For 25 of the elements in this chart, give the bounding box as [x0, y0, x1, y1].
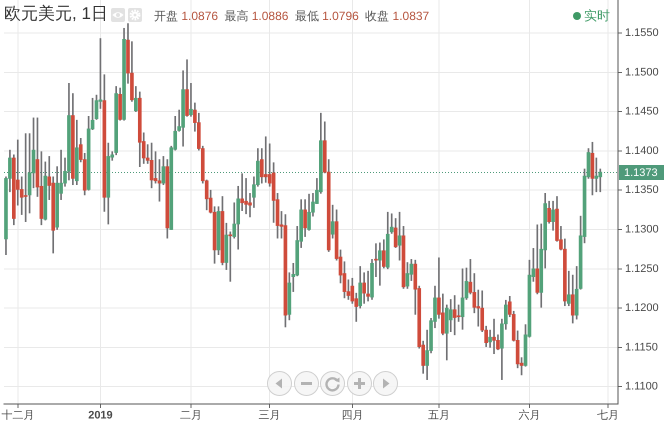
x-tick-label: 2019: [88, 410, 113, 422]
x-tick-label: 四月: [341, 410, 364, 422]
y-tick-label: 1.1100: [625, 380, 658, 393]
candlestick: [492, 318, 496, 354]
y-tick-label: 1.1150: [625, 341, 658, 354]
candlestick: [366, 270, 370, 302]
x-tick-label: 六月: [518, 408, 540, 422]
y-tick-label: 1.1200: [625, 302, 659, 314]
annotation: 实时: [584, 8, 610, 24]
ref-line-label: 1.1373: [624, 167, 658, 180]
y-tick-label: 1.1250: [625, 262, 659, 275]
y-tick-label: 1.1350: [625, 184, 659, 196]
candlestick: [398, 212, 402, 260]
y-tick-label: 1.1550: [625, 27, 659, 40]
y-tick-label: 1.1450: [625, 106, 659, 118]
x-tick-label: 五月: [428, 410, 450, 422]
y-tick-label: 1.1400: [625, 144, 659, 157]
x-tick-label: 二月: [180, 410, 202, 422]
chart-title: 欧元美元, 1日: [4, 4, 108, 24]
y-tick-label: 1.1300: [625, 224, 659, 236]
x-tick-label: 三月: [258, 410, 281, 422]
text: 开盘 1.0876 最高 1.0886 最低 1.0796 收盘 1.0837: [154, 9, 430, 23]
y-tick-label: 1.1500: [625, 66, 659, 78]
x-tick-label: 十二月: [1, 408, 34, 422]
x-tick-label: 七月: [597, 408, 620, 422]
